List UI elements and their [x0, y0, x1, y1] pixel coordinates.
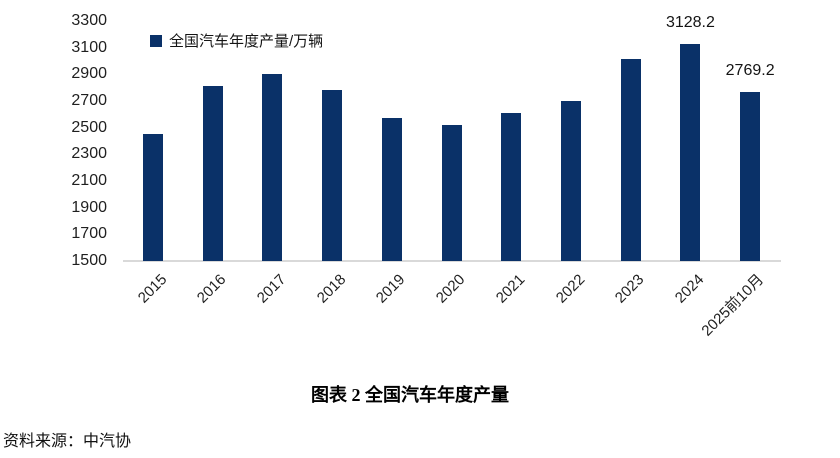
x-tick-label-2019: 2019 — [373, 271, 409, 307]
x-tick-label-2017: 2017 — [253, 271, 290, 307]
y-tick-label: 2300 — [71, 145, 107, 163]
y-tick-label: 1500 — [71, 252, 107, 269]
bar-2023 — [620, 58, 641, 261]
y-tick-label: 2100 — [71, 172, 107, 189]
y-tick-label: 2700 — [71, 92, 107, 109]
x-tick-label-2021: 2021 — [492, 271, 529, 307]
x-tick-label-2020: 2020 — [432, 271, 469, 307]
bar-2022 — [560, 100, 581, 261]
y-axis: 3300 3100 2900 2700 2500 2300 2100 1900 1700 1500 — [0, 0, 107, 280]
x-tick-label-2015: 2015 — [134, 271, 170, 307]
bar-2019 — [381, 118, 402, 261]
data-label-2024: 3128.2 — [665, 13, 715, 31]
x-tick-label-2024: 2024 — [671, 271, 708, 307]
bar-2018 — [322, 90, 343, 261]
bar-2024 — [680, 43, 701, 261]
x-tick-label-2018: 2018 — [313, 271, 350, 307]
bar-2025前10月 — [740, 91, 761, 261]
plot-area — [123, 21, 780, 261]
x-tick-label-2022: 2022 — [552, 271, 588, 307]
x-tick-label-2016: 2016 — [193, 271, 230, 307]
y-tick-label: 2500 — [71, 118, 107, 136]
data-label-2025前10月: 2769.2 — [725, 61, 775, 79]
y-tick-label: 2900 — [71, 65, 107, 83]
bar-2015 — [142, 134, 163, 261]
legend-swatch-icon — [150, 34, 162, 47]
bar-2017 — [262, 74, 283, 261]
source-note: 资料来源：中汽协 — [3, 433, 132, 450]
y-tick-label: 1700 — [71, 225, 107, 243]
legend: 全国汽车年度产量/万辆 — [150, 30, 323, 51]
bar-2016 — [202, 86, 223, 261]
y-tick-label: 3100 — [71, 38, 107, 56]
legend-label: 全国汽车年度产量/万辆 — [169, 33, 324, 50]
bar-2020 — [441, 124, 462, 261]
bar-2021 — [501, 113, 522, 261]
y-tick-label: 3300 — [71, 12, 107, 29]
figure-caption: 图表 2 全国汽车年度产量 — [311, 385, 509, 405]
x-axis-line — [123, 260, 781, 262]
y-tick-label: 1900 — [71, 198, 107, 216]
x-tick-label-2023: 2023 — [612, 271, 648, 307]
x-tick-label-2025前10月: 2025前10月 — [698, 271, 768, 340]
